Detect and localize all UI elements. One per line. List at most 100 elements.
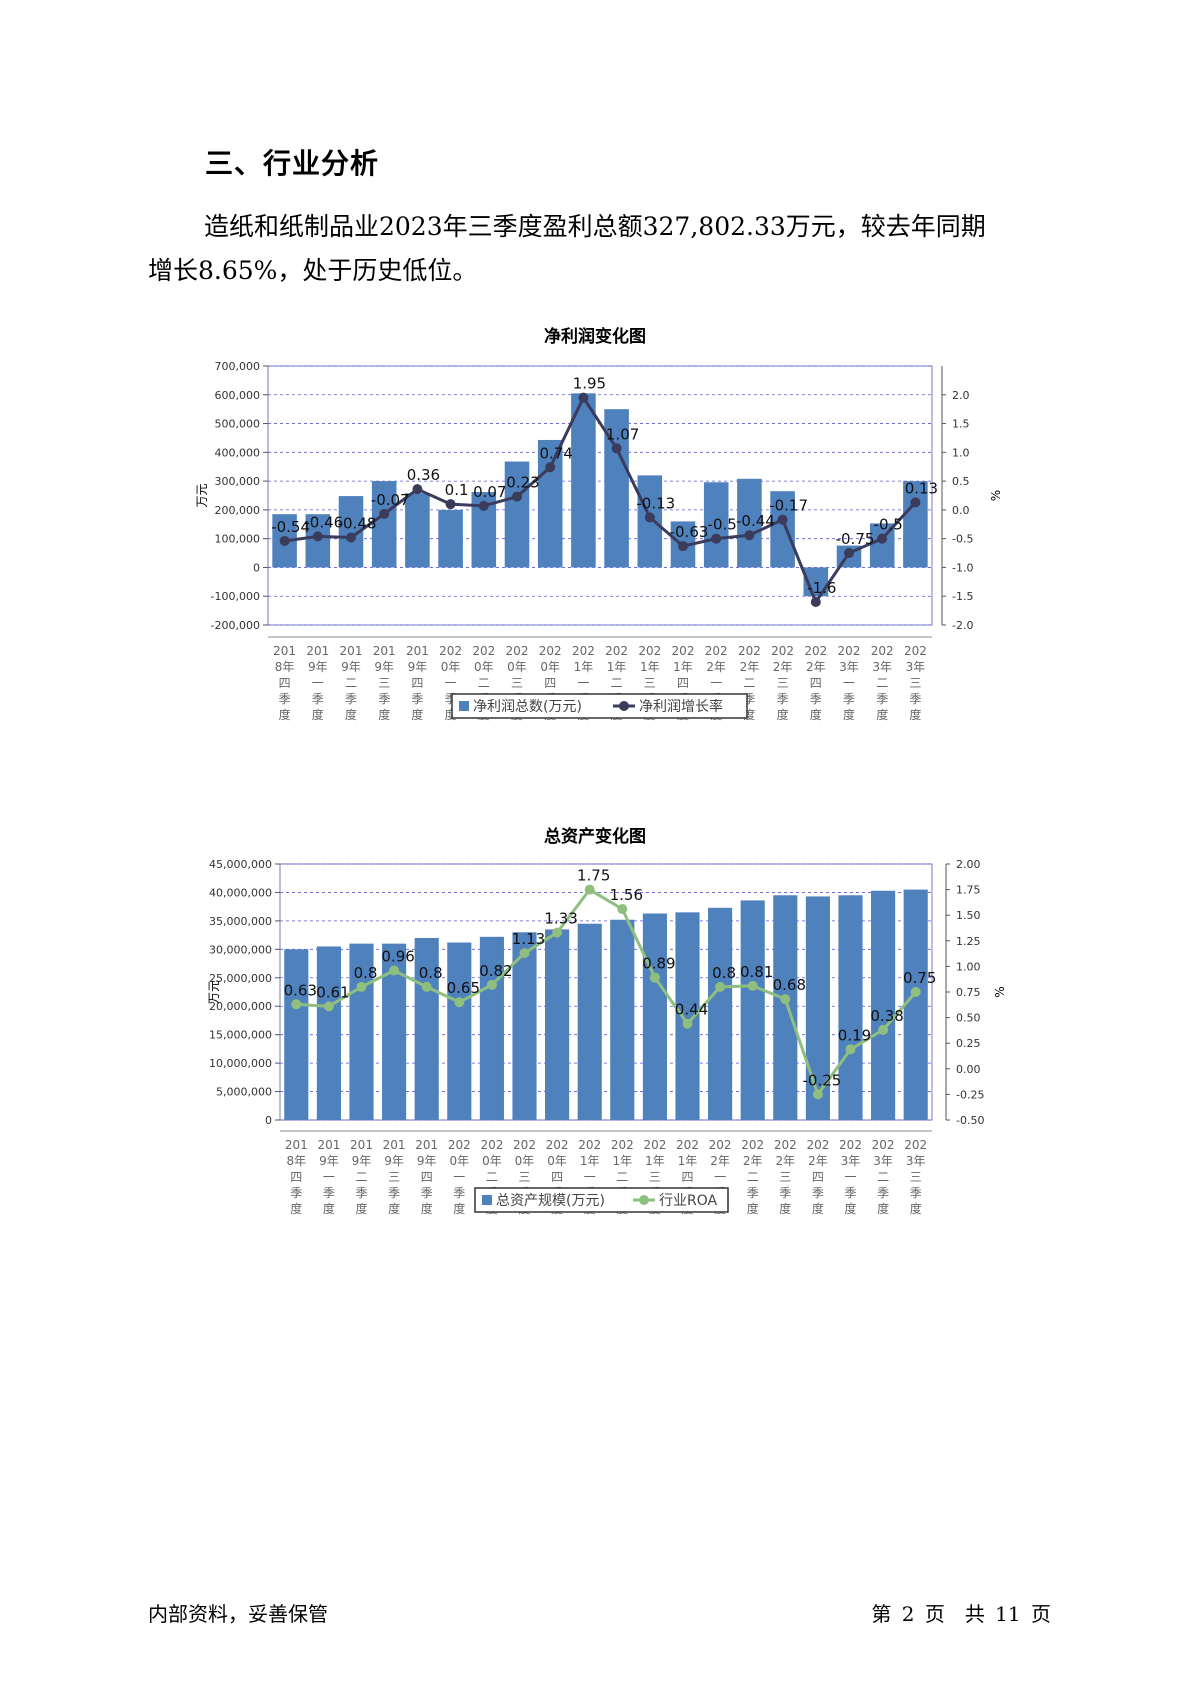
chart2-x-tick-label: 0年 xyxy=(482,1154,502,1168)
chart1-x-tick-label: 季 xyxy=(411,692,423,706)
chart1-data-label: -0.46 xyxy=(304,513,343,531)
chart2-x-tick-label: 202 xyxy=(578,1138,601,1152)
chart2-bar xyxy=(316,946,341,1120)
chart1-x-tick-label: 2年 xyxy=(740,660,760,674)
chart1-x-tick-label: 3年 xyxy=(872,660,892,674)
chart2-x-tick-label: 季 xyxy=(290,1186,302,1200)
chart1-x-tick-label: 0年 xyxy=(507,660,527,674)
chart1-x-tick-label: 一 xyxy=(843,676,855,690)
chart1-line-point xyxy=(910,497,921,508)
chart2-x-tick-label: 度 xyxy=(421,1201,433,1216)
chart2-bar xyxy=(740,900,765,1120)
chart2-x-tick-label: 2年 xyxy=(743,1154,763,1168)
chart1-x-tick-label: 一 xyxy=(710,676,722,690)
chart1-x-tick-label: 二 xyxy=(876,676,888,690)
chart1-data-label: -0.13 xyxy=(636,494,675,512)
chart2-x-tick-label: 季 xyxy=(388,1186,400,1200)
chart2-x-tick-label: 一 xyxy=(714,1170,726,1184)
chart2-bar xyxy=(414,937,439,1120)
chart1-data-label: -0.48 xyxy=(338,515,377,533)
chart2-x-tick-label: 度 xyxy=(747,1201,759,1216)
chart1-line-point xyxy=(844,548,854,559)
chart1-x-tick-label: 1年 xyxy=(640,660,660,674)
chart2-y2-tick-label: 0.50 xyxy=(956,1012,981,1025)
chart1-x-tick-label: 三 xyxy=(644,676,656,690)
chart2-y-tick-label: 10,000,000 xyxy=(209,1057,272,1070)
chart1-x-tick-label: 201 xyxy=(373,644,396,658)
chart1-y2-axis-label: % xyxy=(989,490,1003,501)
chart2-y-axis-label: 万元 xyxy=(207,980,221,1004)
chart1-x-tick-label: 3年 xyxy=(906,660,926,674)
chart1-x-tick-label: 四 xyxy=(411,676,423,690)
chart2-x-tick-label: 四 xyxy=(812,1170,824,1184)
paragraph-line-2: 增长8.65%，处于历史低位。 xyxy=(148,256,478,285)
chart2-x-tick-label: 3年 xyxy=(841,1154,861,1168)
chart1-line-point xyxy=(478,500,489,511)
chart2-x-tick-label: 201 xyxy=(415,1138,438,1152)
chart1-x-tick-label: 三 xyxy=(909,676,921,690)
chart1-x-tick-label: 202 xyxy=(838,644,861,658)
chart2-y2-tick-label: 1.75 xyxy=(956,884,981,897)
chart1-x-tick-label: 0年 xyxy=(540,660,560,674)
chart1-data-label: 0.07 xyxy=(473,483,506,501)
chart2-x-tick-label: 季 xyxy=(355,1186,367,1200)
chart1-x-tick-label: 三 xyxy=(378,676,390,690)
chart1-x-tick-label: 1年 xyxy=(607,660,627,674)
chart1-x-tick-label: 202 xyxy=(705,644,728,658)
chart2-data-label: 0.75 xyxy=(903,969,936,987)
chart1-x-tick-label: 四 xyxy=(810,676,822,690)
chart2-data-label: 1.13 xyxy=(512,930,545,948)
chart2-x-tick-label: 8年 xyxy=(286,1154,306,1168)
chart2-x-tick-label: 202 xyxy=(709,1138,732,1152)
chart1-x-tick-label: 201 xyxy=(406,644,429,658)
chart1-x-tick-label: 202 xyxy=(572,644,595,658)
chart1-bar xyxy=(405,493,430,568)
chart2-line-point xyxy=(584,884,595,895)
chart2-bar xyxy=(284,949,309,1120)
chart2-line-point xyxy=(617,904,628,915)
chart2-x-tick-label: 度 xyxy=(388,1201,400,1216)
chart2-y-tick-label: 45,000,000 xyxy=(209,858,272,871)
paragraph-line-1: 造纸和纸制品业2023年三季度盈利总额327,802.33万元，较去年同期 xyxy=(204,212,986,241)
total-assets-chart: 总资产变化图 45,000,000 40,000,000 35,000,000 30,0… xyxy=(0,818,1191,1278)
chart1-x-tick-label: 202 xyxy=(672,644,695,658)
chart1-line-point xyxy=(445,499,456,510)
chart2-x-tick-label: 0年 xyxy=(547,1154,567,1168)
chart2-data-label: 0.8 xyxy=(419,964,443,982)
chart2-x-tick-label: 三 xyxy=(518,1170,530,1184)
chart2-x-tick-label: 2年 xyxy=(808,1154,828,1168)
chart2-data-label: 1.33 xyxy=(544,910,577,928)
chart1-x-tick-label: 季 xyxy=(810,692,822,706)
chart2-line-point xyxy=(454,997,465,1008)
chart2-x-tick-label: 2年 xyxy=(775,1154,795,1168)
chart2-x-tick-label: 度 xyxy=(812,1201,824,1216)
chart1-line-point xyxy=(611,443,622,454)
chart2-x-tick-label: 1年 xyxy=(612,1154,632,1168)
chart2-x-tick-label: 二 xyxy=(486,1170,498,1184)
chart1-x-tick-label: 201 xyxy=(306,644,329,658)
chart1-x-tick-label: 二 xyxy=(611,676,623,690)
chart2-x-tick-label: 二 xyxy=(616,1170,628,1184)
chart1-line-point xyxy=(578,392,589,403)
chart1-x-tick-label: 三 xyxy=(777,676,789,690)
chart1-line-point xyxy=(777,514,788,525)
chart2-x-tick-label: 202 xyxy=(611,1138,634,1152)
chart2-x-tick-label: 1年 xyxy=(678,1154,698,1168)
chart2-y-tick-label: 20,000,000 xyxy=(209,1000,272,1013)
chart2-line-point xyxy=(649,972,660,983)
chart1-y-tick-label: 0 xyxy=(253,561,260,574)
chart2-bar xyxy=(708,907,733,1120)
chart2-data-label: 1.56 xyxy=(610,886,643,904)
chart1-legend-line-marker xyxy=(619,701,629,711)
chart1-x-tick-label: 2年 xyxy=(706,660,726,674)
chart1-line-point xyxy=(545,462,556,473)
chart1-x-tick-label: 9年 xyxy=(308,660,328,674)
chart2-x-tick-label: 四 xyxy=(681,1170,693,1184)
chart1-x-tick-label: 二 xyxy=(743,676,755,690)
chart2-x-tick-label: 度 xyxy=(844,1201,856,1216)
chart1-x-tick-label: 度 xyxy=(411,707,423,722)
chart2-data-label: 0.44 xyxy=(675,1001,708,1019)
chart1-y-tick-label: 400,000 xyxy=(215,446,261,459)
chart1-y2-tick-label: 0.0 xyxy=(952,504,970,517)
chart2-x-tick-label: 季 xyxy=(844,1186,856,1200)
